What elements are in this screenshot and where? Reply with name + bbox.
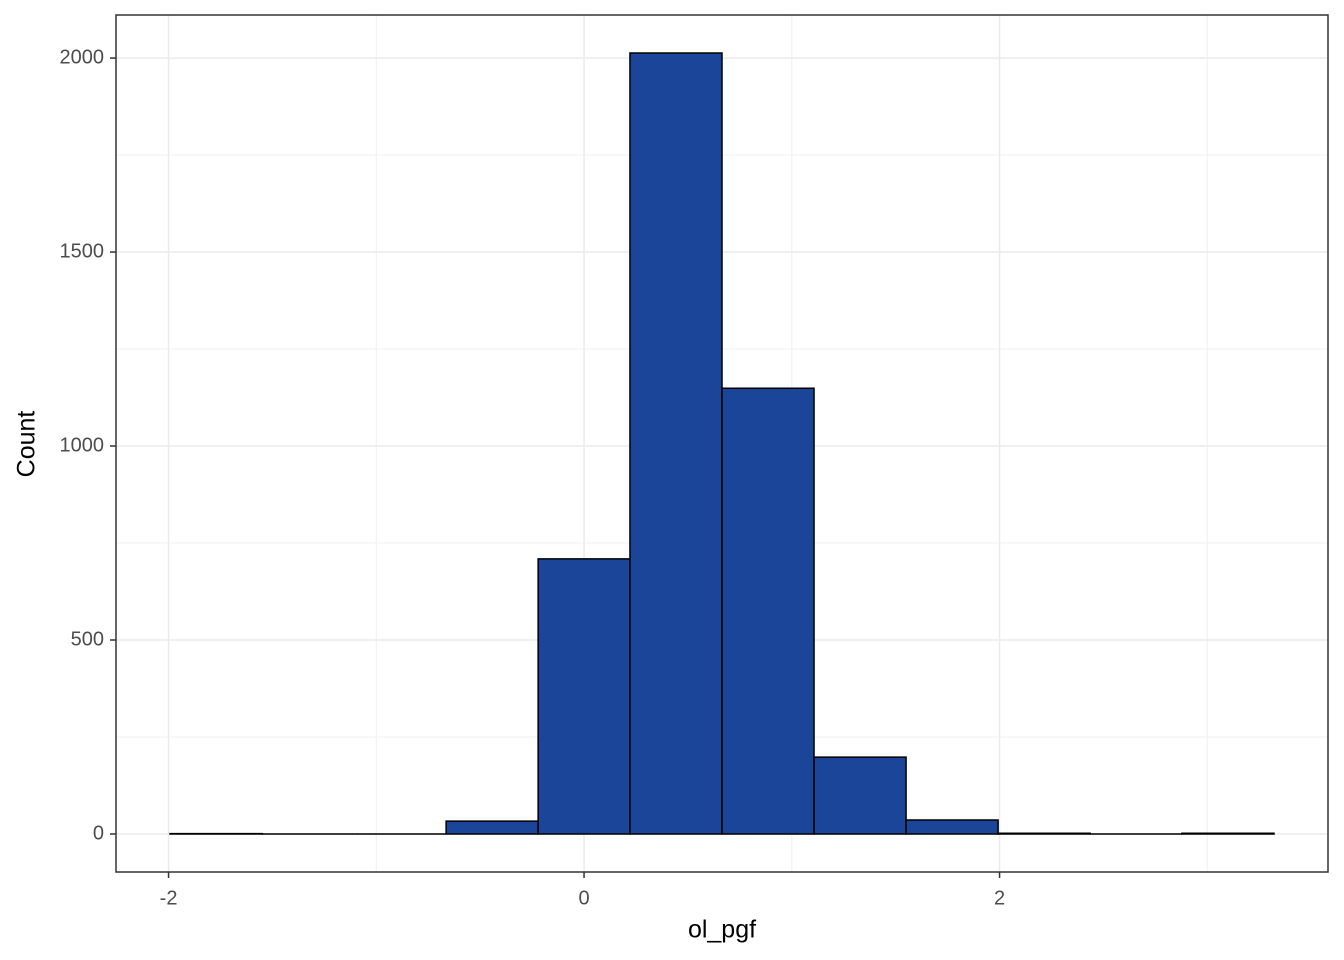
y-tick-label: 2000 <box>60 46 105 68</box>
bar <box>537 558 631 835</box>
x-tick-label: 2 <box>994 887 1005 909</box>
y-tick-label: 0 <box>93 822 104 844</box>
bar <box>997 832 1091 835</box>
y-tick-label: 500 <box>71 628 104 650</box>
bar <box>813 756 907 835</box>
panel-border <box>115 14 1329 873</box>
y-tick-label: 1000 <box>60 434 105 456</box>
x-tick-label: -2 <box>160 887 178 909</box>
bar <box>721 387 815 835</box>
y-tick-label: 1500 <box>60 240 105 262</box>
bar <box>905 819 999 835</box>
x-tick-label: 0 <box>578 887 589 909</box>
x-axis-label: ol_pgf <box>688 916 756 944</box>
bar <box>445 820 539 835</box>
bar <box>629 52 723 835</box>
y-axis-label: Count <box>13 411 41 478</box>
bar <box>1181 832 1275 835</box>
